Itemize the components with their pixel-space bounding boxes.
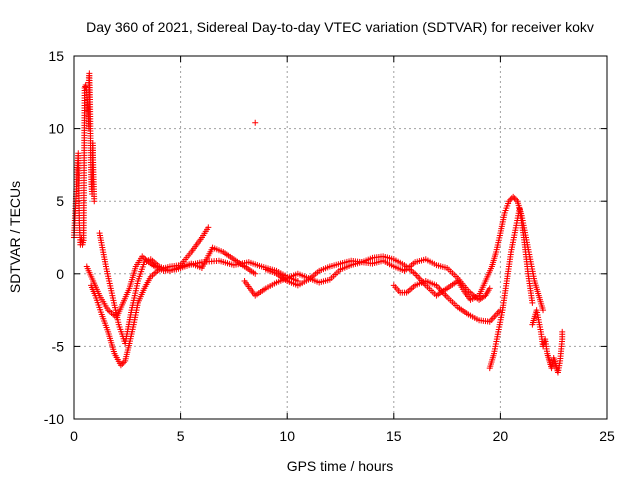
series-trace-A <box>88 224 212 369</box>
data-point <box>559 328 566 335</box>
data-point <box>486 285 493 292</box>
data-point <box>119 360 126 367</box>
series-early-spike <box>71 70 98 248</box>
data-point <box>205 224 212 231</box>
series-trace-H <box>486 205 536 372</box>
y-tick-label: 0 <box>56 266 64 282</box>
data-point <box>540 307 547 314</box>
y-tick-label: 5 <box>56 193 64 209</box>
y-tick-label: 15 <box>48 48 64 64</box>
data-point <box>252 270 259 277</box>
x-tick-label: 0 <box>70 428 78 444</box>
y-tick-label: -5 <box>52 338 65 354</box>
chart-title: Day 360 of 2021, Sidereal Day-to-day VTE… <box>86 19 594 35</box>
data-point <box>511 195 518 202</box>
y-tick-label: 10 <box>48 121 64 137</box>
tick-labels: 0 5 10 15 20 25 -10 -5 0 5 10 15 <box>44 48 615 444</box>
data-point <box>91 198 98 205</box>
x-tick-label: 15 <box>386 428 402 444</box>
x-tick-label: 5 <box>177 428 185 444</box>
data-point <box>82 83 89 90</box>
series-trace-D <box>241 256 493 303</box>
series-outlier <box>252 119 259 126</box>
x-axis-label: GPS time / hours <box>287 458 394 474</box>
series-trace-F <box>390 278 504 325</box>
data-point <box>120 359 127 366</box>
data-point <box>510 193 517 200</box>
data-point <box>117 362 124 369</box>
x-tick-label: 10 <box>279 428 295 444</box>
data-point <box>252 119 259 126</box>
grid <box>73 55 608 420</box>
x-tick-label: 20 <box>493 428 509 444</box>
series-trace-B <box>96 230 259 347</box>
plot-frame <box>73 55 608 420</box>
y-axis-label: SDTVAR / TECUs <box>7 181 23 293</box>
data-point <box>507 196 514 203</box>
data-point <box>505 198 512 205</box>
y-tick-label: -10 <box>44 411 64 427</box>
x-tick-label: 25 <box>599 428 615 444</box>
series-late-tail <box>529 307 566 376</box>
data-points <box>71 70 566 376</box>
data-point <box>513 196 520 203</box>
data-point <box>529 299 536 306</box>
